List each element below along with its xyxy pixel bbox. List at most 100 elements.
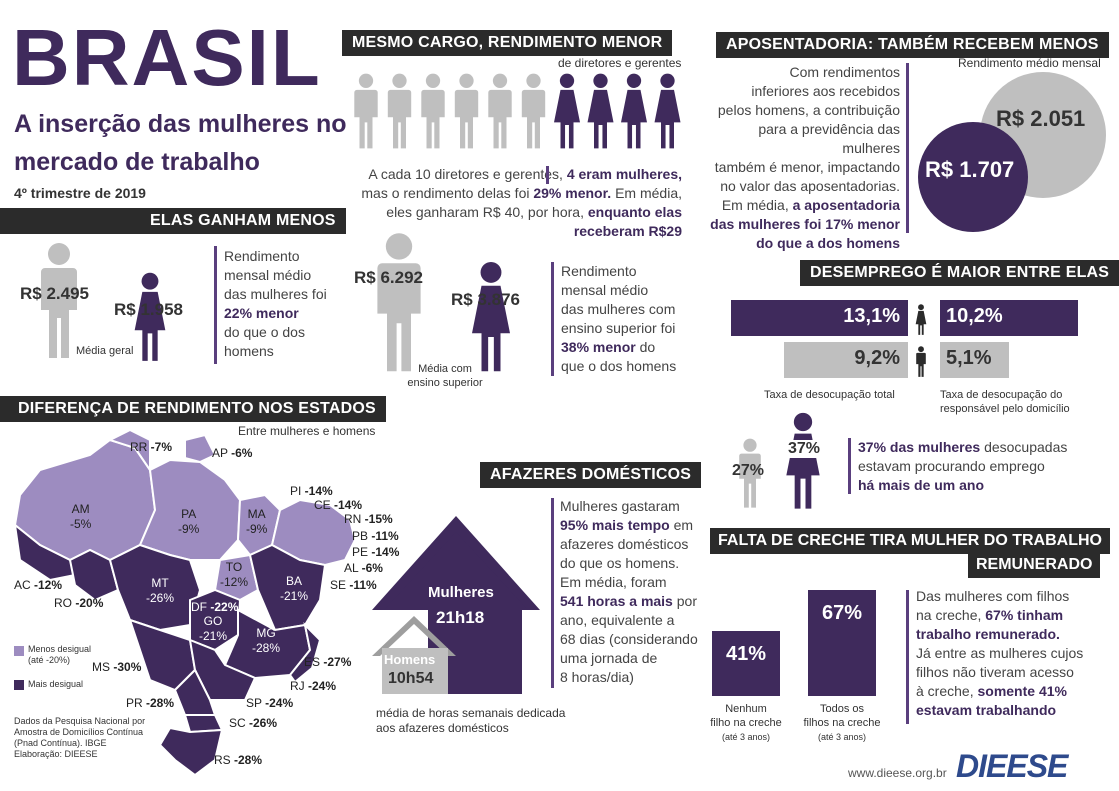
state-ap: AP -6% xyxy=(212,446,253,460)
state-pe: PE -14% xyxy=(352,545,400,559)
state-pi: PI -14% xyxy=(290,484,333,498)
houses-graphic xyxy=(372,516,540,694)
legend-dark-swatch xyxy=(14,680,24,690)
creche-bar-1-value: 41% xyxy=(725,643,767,666)
subtitle-line-1: A inserção das mulheres no xyxy=(14,110,347,138)
men-resp-bar xyxy=(940,342,1009,378)
search-text: 37% das mulheres desocupadas estavam pro… xyxy=(858,439,1068,493)
caption-resp: Taxa de desocupação do responsável pelo … xyxy=(940,389,1070,415)
estados-title: DIFERENÇA DE RENDIMENTO NOS ESTADOS xyxy=(0,396,386,422)
men-search-value: 27% xyxy=(732,462,765,479)
estados-caption: Entre mulheres e homens xyxy=(238,424,376,438)
men-total-bar xyxy=(783,342,908,378)
creche-bar-1-label: Nenhum filho na creche (até 3 anos) xyxy=(710,703,782,742)
afazeres-divider xyxy=(551,498,554,688)
map-region-ba xyxy=(248,543,327,632)
caption-total: Taxa de desocupação total xyxy=(764,389,895,401)
mesmo-cargo-text: A cada 10 diretores e gerentes, 4 eram m… xyxy=(361,166,682,239)
woman-superior-icon xyxy=(472,261,510,372)
state-al: AL -6% xyxy=(344,561,383,575)
legend-light-text: Menos desigual (até -20%) xyxy=(28,644,92,665)
manager-man-icon xyxy=(454,73,479,149)
man-superior-icon xyxy=(377,233,421,372)
manager-man-icon xyxy=(387,73,412,149)
creche-text: Das mulheres com filhos na creche, 67% t… xyxy=(916,588,1084,718)
manager-man-icon xyxy=(421,73,445,149)
state-sc: SC -26% xyxy=(229,716,278,730)
state-sp: SP -24% xyxy=(246,696,294,710)
map-region-ap xyxy=(184,433,217,464)
period-label: 4º trimestre de 2019 xyxy=(14,185,146,201)
manager-woman-icon xyxy=(621,73,647,149)
dieese-logo: DIEESE xyxy=(956,748,1068,784)
managers-icons xyxy=(352,73,692,153)
man-small-icon xyxy=(916,346,926,377)
women-resp-bar xyxy=(940,300,1078,336)
women-superior-value: R$ 3.876 xyxy=(451,290,520,309)
source-note: Dados da Pesquisa Nacional por Amostra d… xyxy=(14,716,146,759)
page-title: BRASIL xyxy=(12,13,322,102)
search-divider xyxy=(848,438,851,494)
men-house-body xyxy=(382,648,448,694)
state-rn: RN -15% xyxy=(344,512,393,526)
mesmo-cargo-title: MESMO CARGO, RENDIMENTO MENOR xyxy=(342,30,673,56)
women-total-value: 13,1% xyxy=(843,305,900,327)
men-general-value: R$ 2.495 xyxy=(20,284,89,303)
general-caption: Média geral xyxy=(76,345,134,357)
afazeres-title: AFAZERES DOMÉSTICOS xyxy=(480,462,702,488)
women-resp-value: 10,2% xyxy=(946,305,1003,327)
superior-divider xyxy=(551,262,554,376)
men-total-value: 9,2% xyxy=(854,347,900,369)
aposentadoria-caption: Rendimento médio mensal xyxy=(958,56,1101,70)
manager-woman-icon xyxy=(654,73,681,149)
desemprego-title: DESEMPREGO É MAIOR ENTRE ELAS xyxy=(800,260,1119,286)
aposentadoria-text: Com rendimentos inferiores aos recebidos… xyxy=(710,64,900,251)
superior-caption: Média com ensino superior xyxy=(407,363,483,389)
footer-url[interactable]: www.dieese.org.br xyxy=(848,766,947,780)
state-ms: MS -30% xyxy=(92,660,142,674)
state-ba: BA -21% xyxy=(280,574,309,603)
map-region-rr xyxy=(107,428,151,474)
legend-dark-text: Mais desigual xyxy=(28,679,84,689)
afazeres-text: Mulheres gastaram 95% mais tempo em afaz… xyxy=(560,498,698,685)
creche-bar-1 xyxy=(712,631,780,696)
state-go: GO -21% xyxy=(199,614,228,643)
creche-title-1: FALTA DE CRECHE TIRA MULHER DO TRABALHO xyxy=(710,528,1110,554)
women-total-bar xyxy=(731,300,908,336)
state-mt: MT -26% xyxy=(146,576,175,605)
state-ce: CE -14% xyxy=(314,498,363,512)
state-df: DF -22% xyxy=(191,600,239,614)
creche-bar-2-label: Todos os filhos na creche (até 3 anos) xyxy=(803,703,881,742)
state-ac: AC -12% xyxy=(14,578,63,592)
mesmo-cargo-divider xyxy=(546,166,549,184)
map-region-es-rj xyxy=(288,621,322,684)
map-region-pr xyxy=(173,668,217,716)
women-house-roof xyxy=(372,516,540,610)
map-region-rs xyxy=(158,726,224,777)
women-search-value: 37% xyxy=(787,440,822,458)
men-retirement-value: R$ 2.051 xyxy=(996,106,1086,131)
men-superior-value: R$ 6.292 xyxy=(354,268,423,287)
state-se: SE -11% xyxy=(330,578,377,592)
state-am: AM -5% xyxy=(70,502,92,531)
aposentadoria-divider xyxy=(906,63,909,233)
general-divider xyxy=(214,246,217,364)
state-rj: RJ -24% xyxy=(290,679,337,693)
creche-bar-2-value: 67% xyxy=(821,602,863,625)
woman-small-icon xyxy=(915,304,927,335)
state-rr: RR -7% xyxy=(130,440,173,454)
state-ma: MA -9% xyxy=(246,507,268,536)
map-region-to xyxy=(213,553,260,602)
superior-text: Rendimento mensal médio das mulheres com… xyxy=(561,263,677,374)
state-mg: MG -28% xyxy=(252,626,281,655)
women-retirement-circle xyxy=(918,122,1028,232)
men-house-label: Homens xyxy=(384,652,436,667)
manager-man-icon xyxy=(488,73,512,149)
ganham-menos-title: ELAS GANHAM MENOS xyxy=(0,208,346,234)
women-house-label: Mulheres xyxy=(428,584,494,601)
men-resp-value: 5,1% xyxy=(946,347,992,369)
creche-title-2: REMUNERADO xyxy=(968,552,1101,578)
aposentadoria-title: APOSENTADORIA: TAMBÉM RECEBEM MENOS xyxy=(716,32,1109,58)
afazeres-caption: média de horas semanais dedicada aos afa… xyxy=(376,706,566,735)
woman-search-icon xyxy=(786,412,820,509)
